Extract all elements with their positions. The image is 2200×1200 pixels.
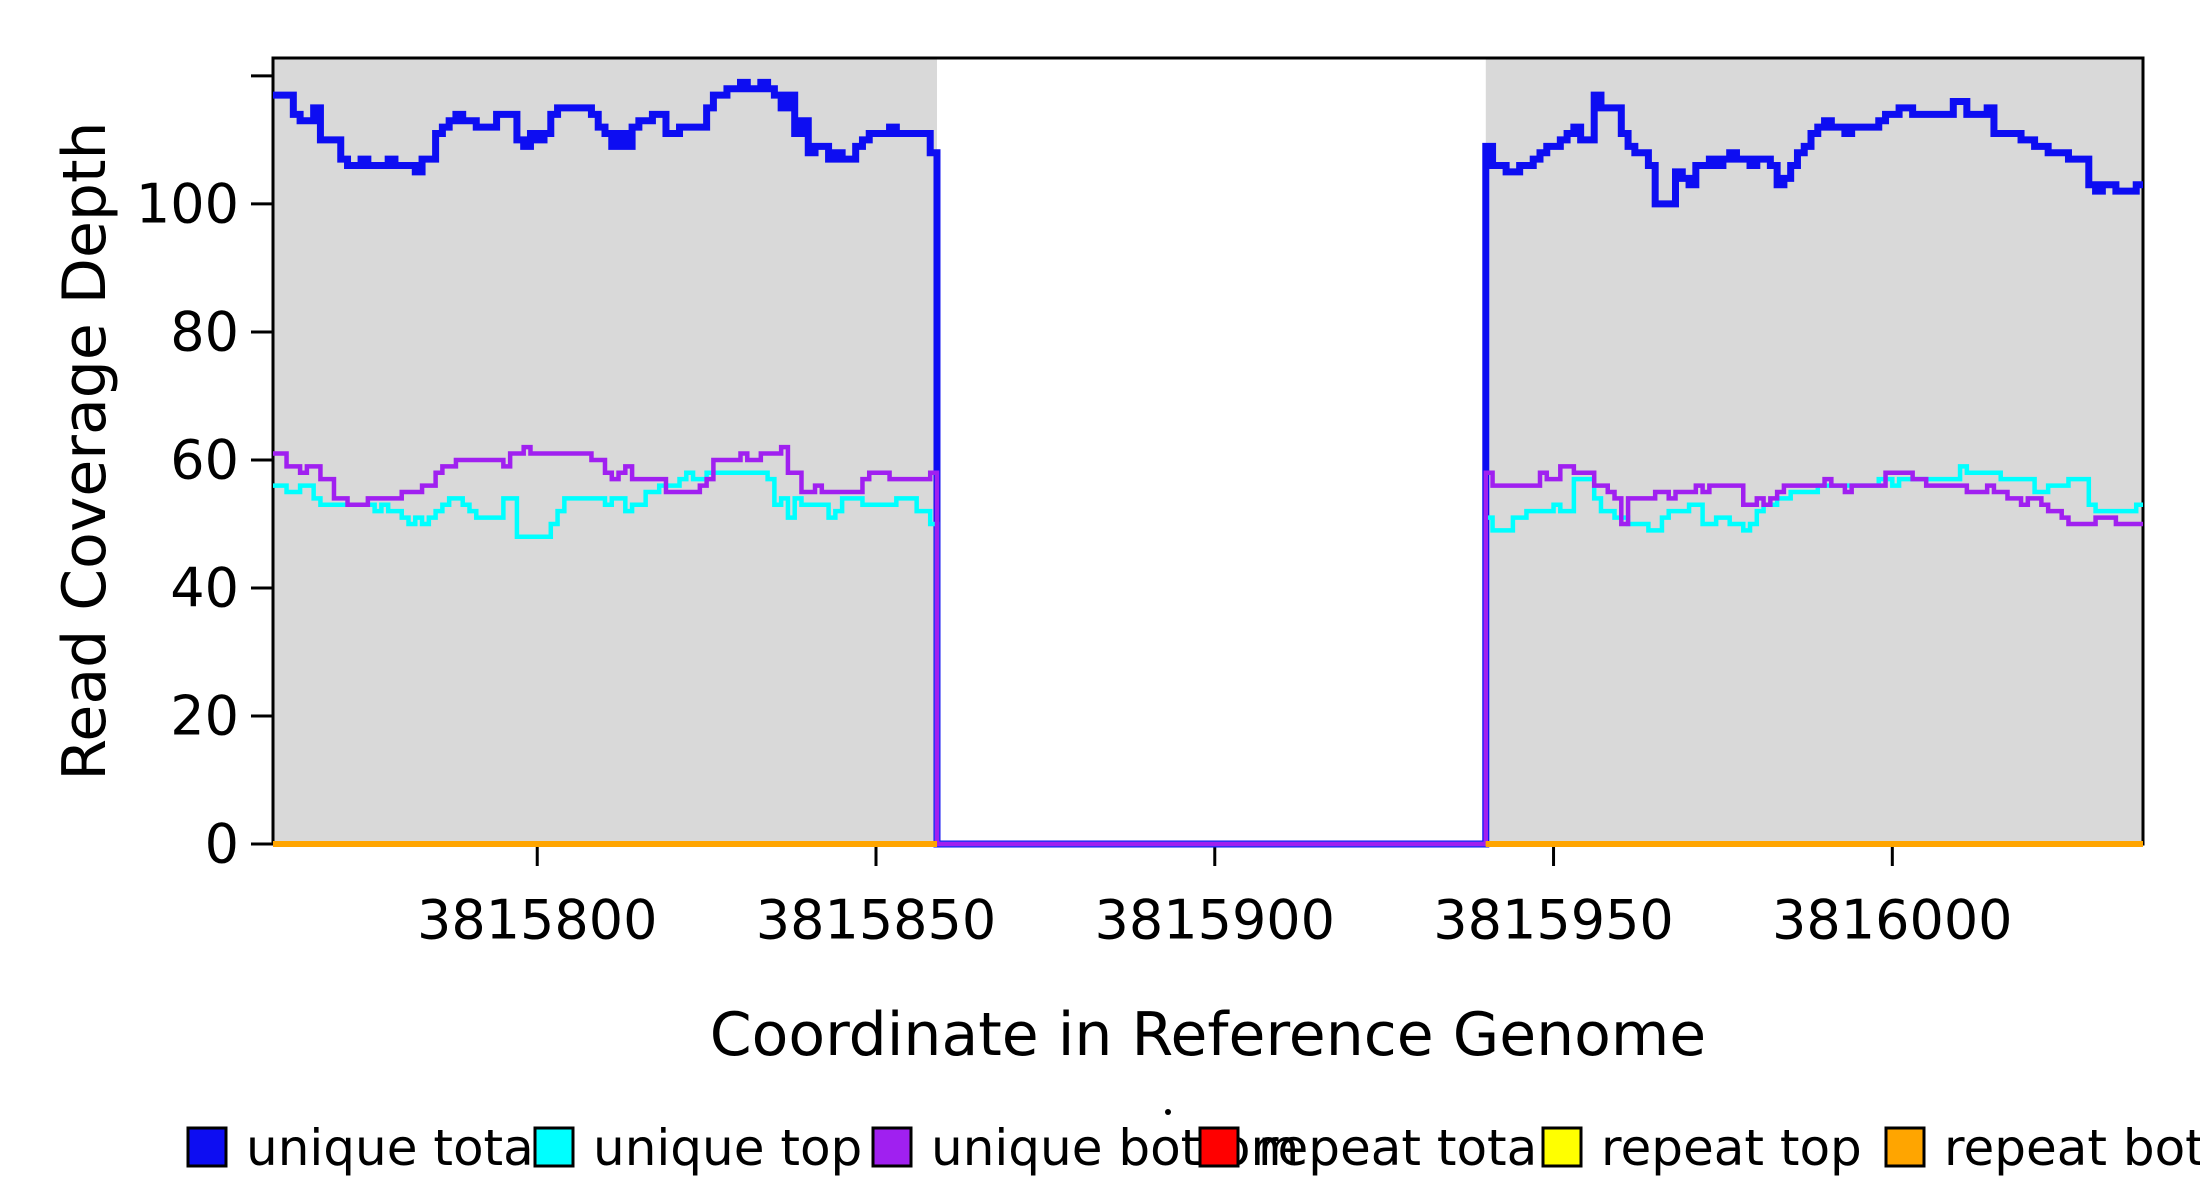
y-tick-label: 20: [170, 684, 239, 747]
legend-swatch-unique-top: [533, 1126, 575, 1168]
y-tick-label: 60: [170, 428, 239, 491]
legend-label: repeat bottom: [1944, 1119, 2200, 1177]
legend-label: repeat total: [1258, 1119, 1551, 1177]
y-tick-label: 80: [170, 300, 239, 363]
legend-label: unique bottom: [931, 1119, 1299, 1177]
legend-label: unique total: [246, 1119, 548, 1177]
legend-swatch-repeat-total: [1198, 1126, 1240, 1168]
legend-swatch-repeat-top: [1541, 1126, 1583, 1168]
legend-label: unique top: [593, 1119, 862, 1177]
x-tick-label: 3815900: [1095, 889, 1336, 952]
legend-label: repeat top: [1601, 1119, 1862, 1177]
x-tick-label: 3815850: [756, 889, 997, 952]
series-line-unique-bottom: [273, 444, 2143, 847]
x-tick-label: 3815800: [417, 889, 658, 952]
y-tick-label: 0: [205, 813, 239, 876]
x-tick-label: 3815950: [1433, 889, 1674, 952]
y-tick-label: 40: [170, 556, 239, 619]
stray-mark: [1165, 1109, 1171, 1115]
series-line-unique-top: [273, 464, 2143, 847]
legend-swatch-unique-total: [186, 1126, 228, 1168]
x-tick-label: 3816000: [1772, 889, 2013, 952]
y-axis-title: Read Coverage Depth: [50, 121, 120, 780]
y-tick-label: 100: [136, 172, 239, 235]
legend-swatch-unique-bottom: [871, 1126, 913, 1168]
covered-region-shade: [273, 58, 937, 844]
series-line-unique-total: [273, 78, 2143, 848]
x-axis-title: Coordinate in Reference Genome: [710, 1000, 1706, 1070]
covered-region-shade: [1485, 58, 2143, 844]
legend-swatch-repeat-bottom: [1884, 1126, 1926, 1168]
